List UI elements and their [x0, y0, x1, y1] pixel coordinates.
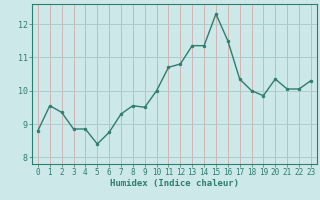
X-axis label: Humidex (Indice chaleur): Humidex (Indice chaleur) [110, 179, 239, 188]
